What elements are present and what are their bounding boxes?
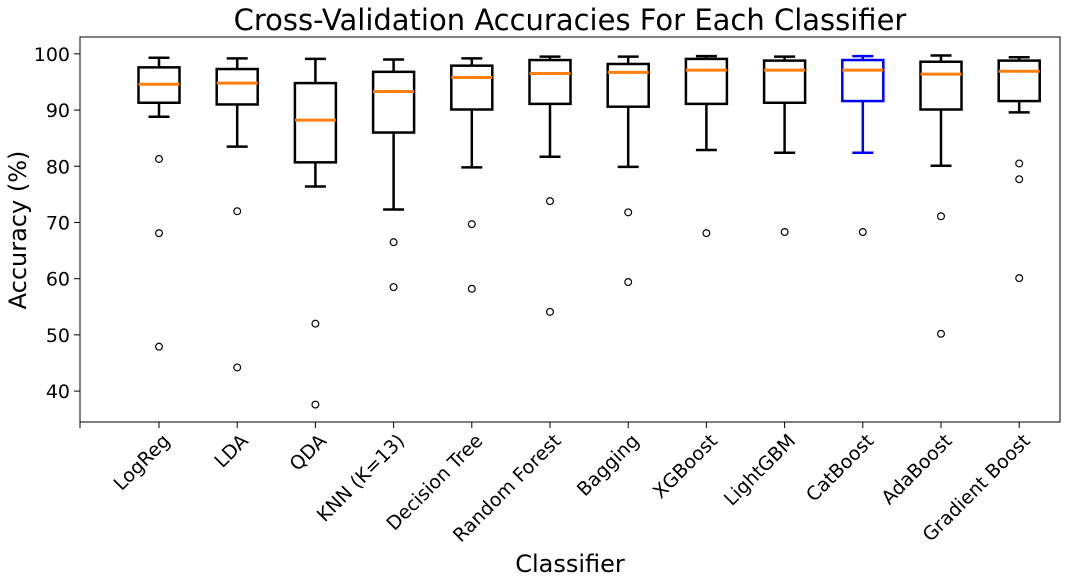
box-8 [684, 54, 729, 238]
x-tick-label: LDA [210, 430, 252, 472]
y-axis: 40 50 60 70 80 90 100 [34, 44, 80, 403]
iqr-box [684, 57, 729, 106]
boxes-layer [137, 54, 1041, 409]
outlier-point [233, 363, 242, 372]
box-10 [841, 54, 885, 237]
outlier-point [702, 229, 711, 238]
y-tick-label: 90 [46, 100, 70, 122]
outlier-point [389, 283, 398, 292]
y-tick-label: 70 [46, 212, 70, 234]
outlier-point [1015, 159, 1024, 168]
x-tick-label: AdaBoost [877, 430, 956, 509]
outlier-point [858, 228, 867, 237]
chart-title: Cross-Validation Accuracies For Each Cla… [234, 3, 907, 37]
box-6 [528, 55, 572, 316]
iqr-box [997, 59, 1041, 103]
outlier-point [624, 208, 633, 217]
outlier-point [936, 212, 945, 221]
outlier-point [624, 278, 633, 287]
box-2 [215, 57, 259, 372]
y-axis-label: Accuracy (%) [4, 151, 32, 310]
box-9 [762, 55, 807, 237]
iqr-box [215, 67, 259, 106]
outlier-point [155, 229, 164, 238]
outlier-point [233, 207, 242, 216]
box-1 [137, 56, 181, 351]
x-tick-label: Bagging [573, 430, 644, 501]
x-tick-label: QDA [286, 430, 331, 475]
box-5 [450, 57, 494, 293]
x-tick-label: XGBoost [649, 430, 722, 503]
y-tick-label: 40 [46, 381, 70, 403]
iqr-box [371, 70, 416, 134]
box-4 [371, 58, 416, 292]
outlier-point [311, 400, 320, 409]
x-axis-label: Classifier [515, 550, 625, 578]
outlier-point [311, 319, 320, 328]
iqr-box [450, 64, 494, 111]
iqr-box [841, 58, 885, 103]
box-12 [997, 55, 1041, 283]
outlier-point [545, 307, 554, 316]
iqr-box [528, 58, 572, 106]
iqr-box [606, 62, 650, 108]
outlier-point [389, 238, 398, 247]
box-11 [919, 54, 963, 338]
box-3 [293, 57, 338, 409]
plot-area-frame [79, 36, 1061, 423]
outlier-point [1015, 175, 1024, 184]
box-7 [606, 55, 650, 287]
outlier-point [155, 154, 164, 163]
iqr-box [919, 60, 963, 111]
x-tick-label: LogReg [109, 430, 174, 495]
outlier-point [467, 284, 476, 293]
y-tick-label: 100 [34, 44, 70, 66]
outlier-point [467, 220, 476, 229]
iqr-box [762, 59, 807, 105]
outlier-point [780, 228, 789, 237]
iqr-box [293, 81, 338, 164]
outlier-point [155, 342, 164, 351]
outlier-point [936, 329, 945, 338]
y-tick-label: 80 [46, 156, 70, 178]
outlier-point [1015, 274, 1024, 283]
y-tick-label: 50 [46, 325, 70, 347]
outlier-point [545, 197, 554, 206]
x-tick-label: LightGBM [720, 430, 800, 510]
x-tick-label: CatBoost [802, 430, 878, 506]
y-tick-label: 60 [46, 269, 70, 291]
